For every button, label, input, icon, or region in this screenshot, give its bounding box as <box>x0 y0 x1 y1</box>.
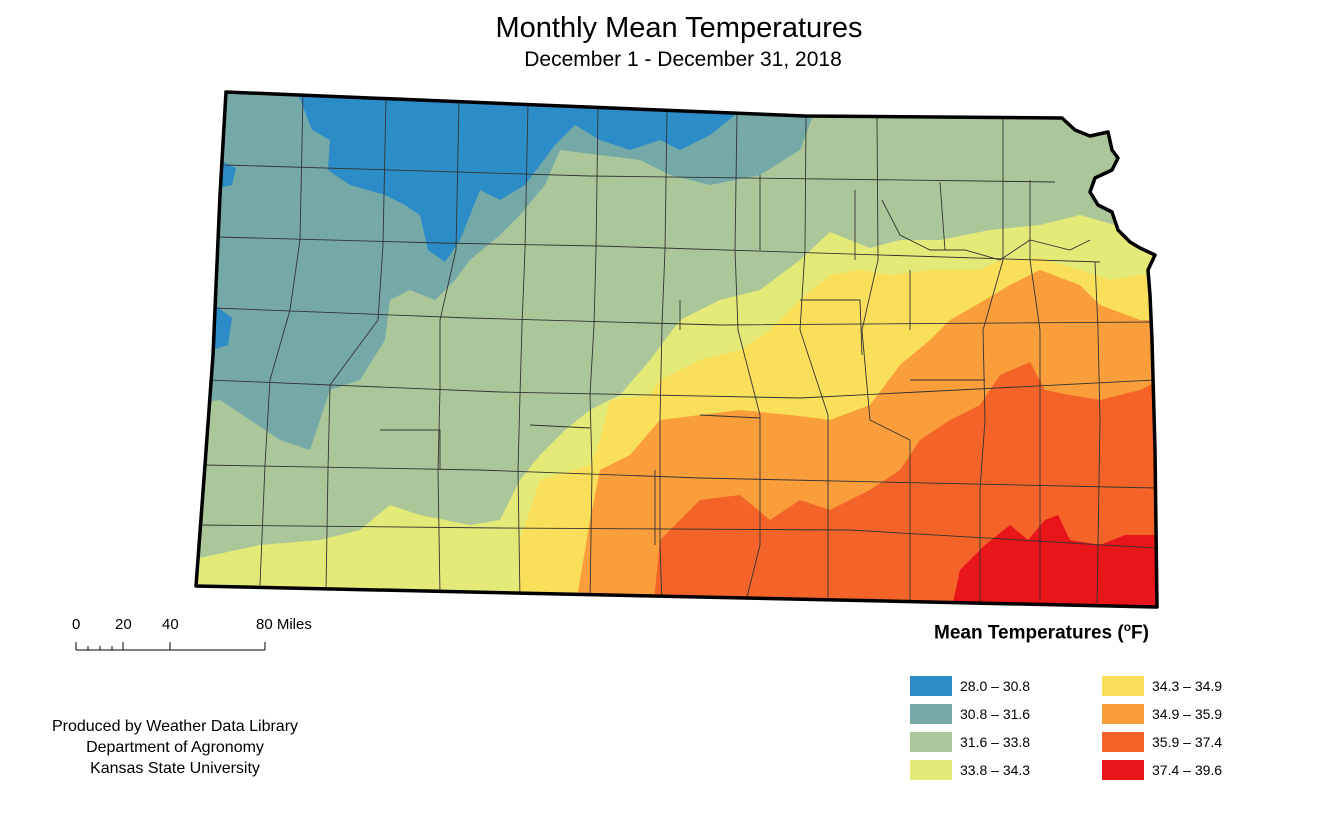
scale-ticks <box>75 642 266 651</box>
legend-label: 34.9 – 35.9 <box>1152 706 1223 722</box>
legend-label: 37.4 – 39.6 <box>1152 762 1223 778</box>
legend-swatch <box>1102 704 1144 724</box>
temperature-zones <box>196 92 1157 607</box>
credits-line-2: Department of Agronomy <box>86 739 264 756</box>
legend-swatch <box>910 676 952 696</box>
credits-line-3: Kansas State University <box>90 760 260 777</box>
legend-label: 34.3 – 34.9 <box>1152 678 1223 694</box>
legend-label: 31.6 – 33.8 <box>960 734 1031 750</box>
map-title: Monthly Mean Temperatures <box>495 12 863 44</box>
legend-label: 33.8 – 34.3 <box>960 762 1031 778</box>
credits-line-1: Produced by Weather Data Library <box>51 718 299 735</box>
scale-label-20: 20 <box>115 616 132 633</box>
zone-30-8-31-6 <box>196 92 820 450</box>
scale-label-0: 0 <box>72 616 81 633</box>
county-boundaries <box>199 94 1156 607</box>
zone-28-0-30-8-west <box>212 305 232 350</box>
legend-swatch <box>1102 676 1144 696</box>
legend-swatch <box>1102 760 1144 780</box>
map-subtitle: December 1 - December 31, 2018 <box>524 48 842 71</box>
kansas-state-outline <box>194 90 1159 609</box>
legend-swatch <box>1102 732 1144 752</box>
scale-label-40: 40 <box>162 616 179 633</box>
credits: Produced by Weather Data Library Departm… <box>20 716 330 779</box>
legend-swatch <box>910 760 952 780</box>
legend: 28.0 – 30.8 30.8 – 31.6 31.6 – 33.8 33.8… <box>910 676 1270 786</box>
legend-label: 35.9 – 37.4 <box>1152 734 1223 750</box>
legend-swatch <box>910 732 952 752</box>
legend-label: 30.8 – 31.6 <box>960 706 1031 722</box>
legend-swatch <box>910 704 952 724</box>
scale-label-80: 80 Miles <box>256 616 312 633</box>
legend-title: Mean Temperatures (oF) <box>934 620 1149 644</box>
scale-bar: 0 20 40 80 Miles <box>60 612 360 662</box>
legend-label: 28.0 – 30.8 <box>960 678 1031 694</box>
zone-37-4-39-6 <box>945 515 1157 607</box>
